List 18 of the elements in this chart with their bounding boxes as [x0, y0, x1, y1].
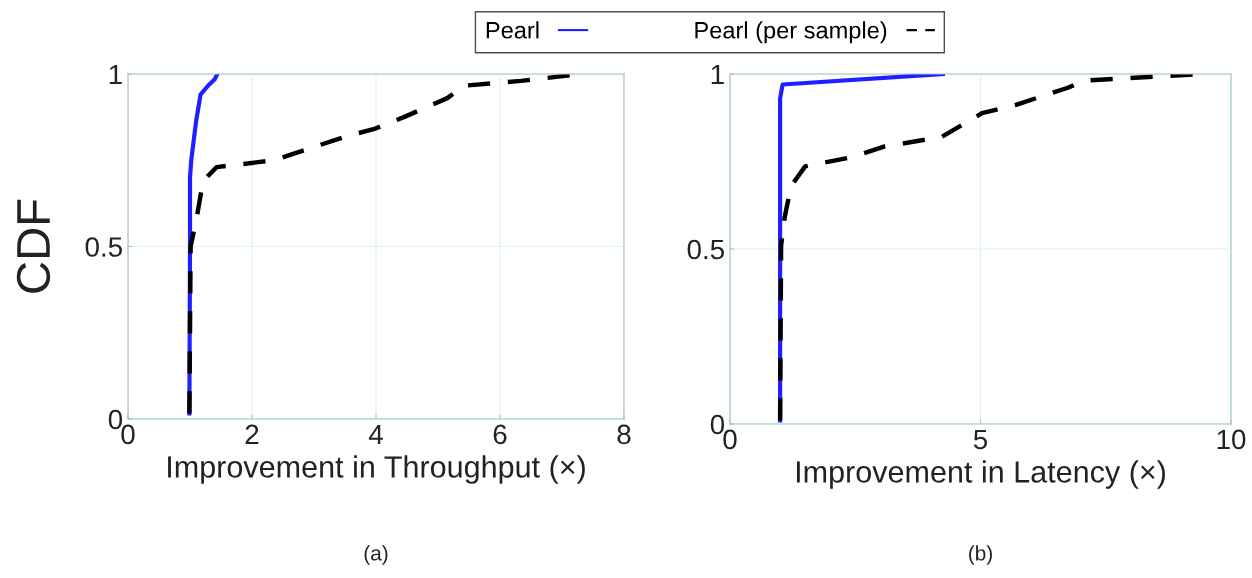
- x-axis-title: Improvement in Throughput (×): [168, 455, 585, 484]
- y-axis-title: CDF: [16, 199, 51, 293]
- x-tick-label: 10: [1217, 429, 1246, 450]
- y-tick-label: 0.5: [85, 237, 122, 257]
- y-tick-label: 1: [711, 64, 724, 85]
- y-tick-label: 1: [109, 64, 122, 85]
- x-tick-label: 6: [493, 424, 507, 445]
- text: (b): [969, 545, 992, 565]
- x-tick-label: 8: [617, 424, 631, 445]
- y-tick-label: 0: [108, 409, 123, 430]
- x-tick-label: 4: [368, 424, 383, 444]
- x-tick-label: 5: [973, 429, 988, 450]
- x-tick-label: 2: [245, 424, 259, 444]
- text: (a): [364, 545, 388, 565]
- legend-label: Pearl: [486, 21, 539, 39]
- y-tick-label: 0.5: [687, 239, 724, 260]
- legend-label: Pearl (per sample): [695, 21, 887, 44]
- x-axis-title: Improvement in Latency (×): [796, 460, 1165, 489]
